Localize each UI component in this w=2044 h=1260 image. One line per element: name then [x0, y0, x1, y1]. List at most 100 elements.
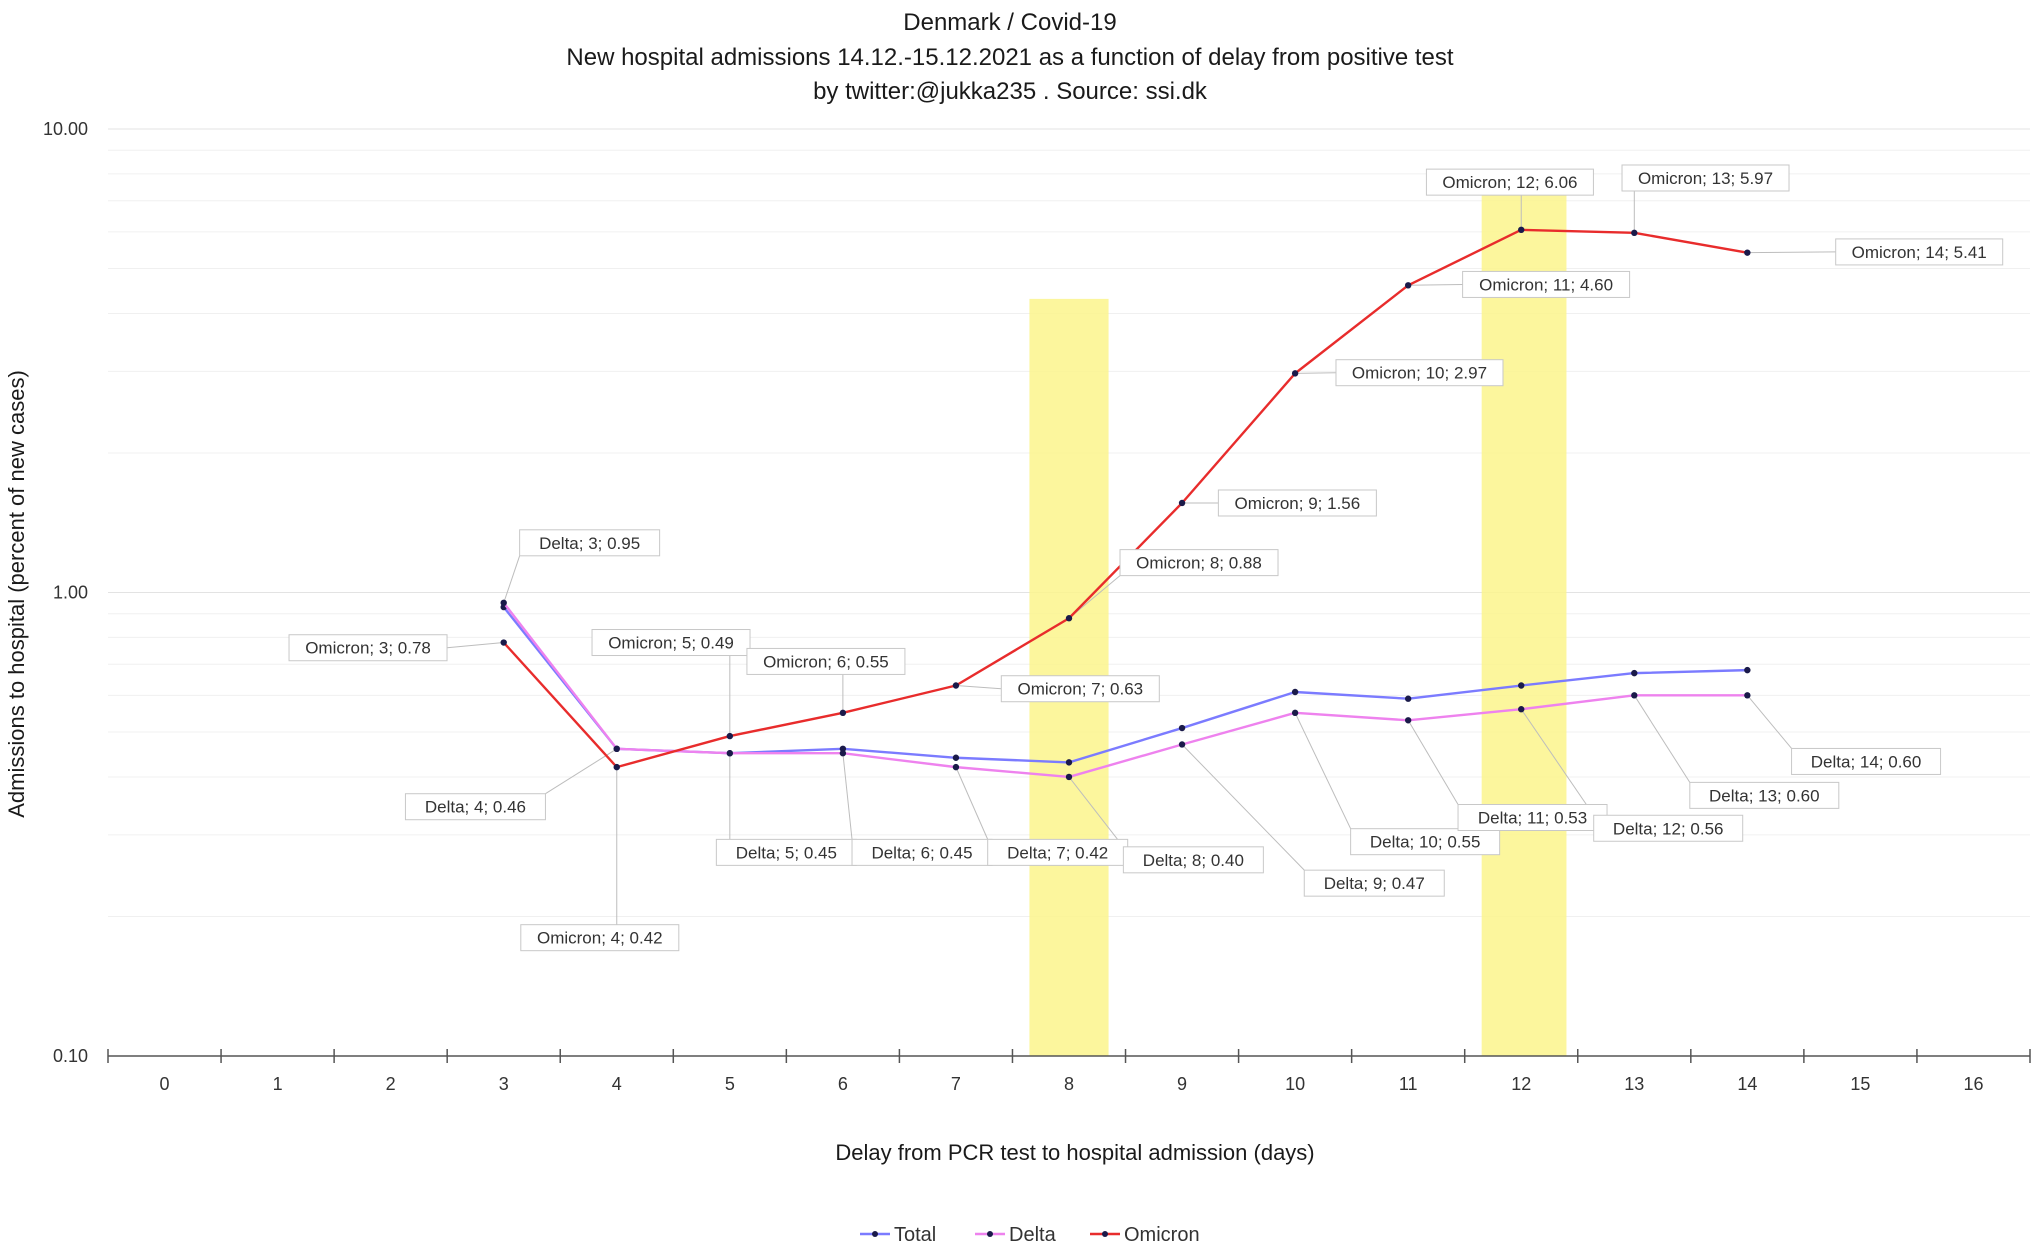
data-label-text: Omicron; 9; 1.56: [1235, 494, 1361, 513]
label-leader-line: [955, 685, 1002, 690]
legend-label: Delta: [1009, 1224, 1057, 1246]
data-label-text: Omicron; 5; 0.49: [608, 634, 734, 653]
data-label-text: Omicron; 14; 5.41: [1852, 243, 1987, 262]
legend-label: Omicron: [1124, 1224, 1200, 1246]
data-point-total: [1291, 688, 1299, 696]
data-label-text: Omicron; 3; 0.78: [305, 639, 431, 658]
data-point-delta: [726, 750, 734, 757]
data-point-total: [1404, 695, 1412, 702]
legend-item-delta: Delta: [975, 1224, 1057, 1246]
x-tick-label: 13: [1624, 1074, 1644, 1094]
label-leader-line: [1633, 695, 1691, 783]
data-label-delta: Delta; 12; 0.56: [1593, 814, 1744, 842]
label-leader-line: [1181, 744, 1305, 871]
legend: Total Delta Omicron: [860, 1224, 1200, 1246]
label-leader-line: [446, 642, 504, 649]
data-label-text: Omicron; 10; 2.97: [1352, 364, 1487, 383]
data-point-delta: [952, 763, 960, 771]
y-tick-label: 10.00: [43, 119, 88, 139]
label-leader-line: [1295, 372, 1336, 374]
data-label-text: Delta; 9; 0.47: [1324, 874, 1425, 893]
data-point-delta: [1518, 706, 1525, 713]
data-point-omicron: [726, 732, 734, 740]
data-label-box: [746, 647, 906, 675]
data-point-omicron: [1291, 370, 1299, 377]
data-label-omicron: Omicron; 12; 6.06: [1425, 168, 1594, 196]
data-label-omicron: Omicron; 8; 0.88: [1119, 549, 1279, 577]
data-point-omicron: [613, 763, 620, 771]
y-axis-label: Admissions to hospital (percent of new c…: [4, 370, 29, 818]
x-tick-label: 15: [1850, 1074, 1870, 1094]
data-label-box: [1000, 675, 1160, 703]
data-point-omicron: [500, 639, 507, 646]
data-label-delta: Delta; 7; 0.42: [987, 838, 1129, 866]
data-point-omicron: [1404, 282, 1412, 289]
label-leader-line: [1294, 712, 1352, 829]
data-label-text: Delta; 4; 0.46: [425, 798, 526, 817]
label-leader-line: [842, 753, 853, 840]
data-label-box: [987, 838, 1129, 866]
chart-title: Denmark / Covid-19 New hospital admissio…: [566, 9, 1454, 105]
data-label-text: Delta; 14; 0.60: [1811, 752, 1922, 771]
data-label-delta: Delta; 5; 0.45: [715, 838, 857, 866]
label-leader-line: [503, 555, 521, 603]
x-tick-label: 0: [160, 1074, 170, 1094]
data-label-omicron: Omicron; 9; 1.56: [1217, 489, 1377, 517]
data-label-box: [591, 629, 751, 657]
data-point-omicron: [839, 709, 847, 717]
label-leader-line: [1068, 776, 1124, 848]
data-label-delta: Delta; 3; 0.95: [519, 529, 661, 557]
data-point-omicron: [952, 682, 960, 689]
data-point-omicron: [1065, 615, 1073, 622]
data-point-omicron: [1518, 226, 1525, 234]
data-label-text: Omicron; 11; 4.60: [1479, 275, 1613, 294]
data-label-box: [1425, 168, 1594, 196]
highlight-band-2: [1481, 186, 1567, 1056]
data-label-omicron: Omicron; 10; 2.97: [1335, 359, 1504, 387]
x-tick-label: 11: [1399, 1074, 1418, 1094]
data-label-box: [851, 838, 993, 866]
data-label-box: [1335, 359, 1504, 387]
data-label-box: [1217, 489, 1377, 517]
data-point-total: [1065, 759, 1073, 766]
x-tick-label: 10: [1285, 1074, 1305, 1094]
data-label-omicron: Omicron; 7; 0.63: [1000, 675, 1160, 703]
title: Denmark / Covid-19: [903, 9, 1116, 36]
data-point-total: [839, 745, 847, 753]
data-label-delta: Delta; 6; 0.45: [851, 838, 993, 866]
legend-marker: [1102, 1231, 1108, 1237]
x-tick-label: 2: [386, 1074, 396, 1094]
label-leader-line: [1520, 708, 1595, 816]
data-label-text: Omicron; 13; 5.97: [1638, 169, 1773, 188]
data-label-omicron: Omicron; 5; 0.49: [591, 629, 751, 657]
data-label-text: Delta; 13; 0.60: [1709, 786, 1820, 805]
y-tick-label: 1.00: [53, 583, 88, 603]
label-leader-line: [1746, 695, 1792, 749]
data-label-box: [1303, 869, 1445, 897]
data-point-delta: [1291, 709, 1299, 717]
data-point-delta: [500, 599, 507, 607]
data-point-total: [1744, 666, 1751, 674]
data-label-omicron: Omicron; 11; 4.60: [1462, 270, 1631, 298]
data-label-box: [1593, 814, 1744, 842]
data-point-delta: [613, 745, 620, 753]
x-tick-label: 8: [1064, 1074, 1074, 1094]
data-label-text: Omicron; 6; 0.55: [763, 652, 889, 671]
x-tick-label: 1: [273, 1074, 283, 1094]
data-label-omicron: Omicron; 3; 0.78: [288, 634, 448, 662]
data-point-omicron: [1744, 249, 1751, 256]
legend-marker: [872, 1231, 878, 1237]
data-labels: Delta; 3; 0.95 Delta; 4; 0.46 Delta; 5; 0.…: [288, 164, 2004, 952]
data-label-text: Delta; 7; 0.42: [1007, 843, 1108, 862]
x-tick-label: 14: [1737, 1074, 1757, 1094]
data-label-text: Delta; 10; 0.55: [1370, 833, 1481, 852]
data-label-text: Delta; 3; 0.95: [539, 534, 640, 553]
data-label-text: Delta; 6; 0.45: [871, 843, 972, 862]
legend-item-omicron: Omicron: [1090, 1224, 1200, 1246]
data-point-omicron: [1178, 499, 1186, 507]
legend-label: Total: [894, 1224, 936, 1246]
data-label-delta: Delta; 14; 0.60: [1791, 747, 1942, 775]
